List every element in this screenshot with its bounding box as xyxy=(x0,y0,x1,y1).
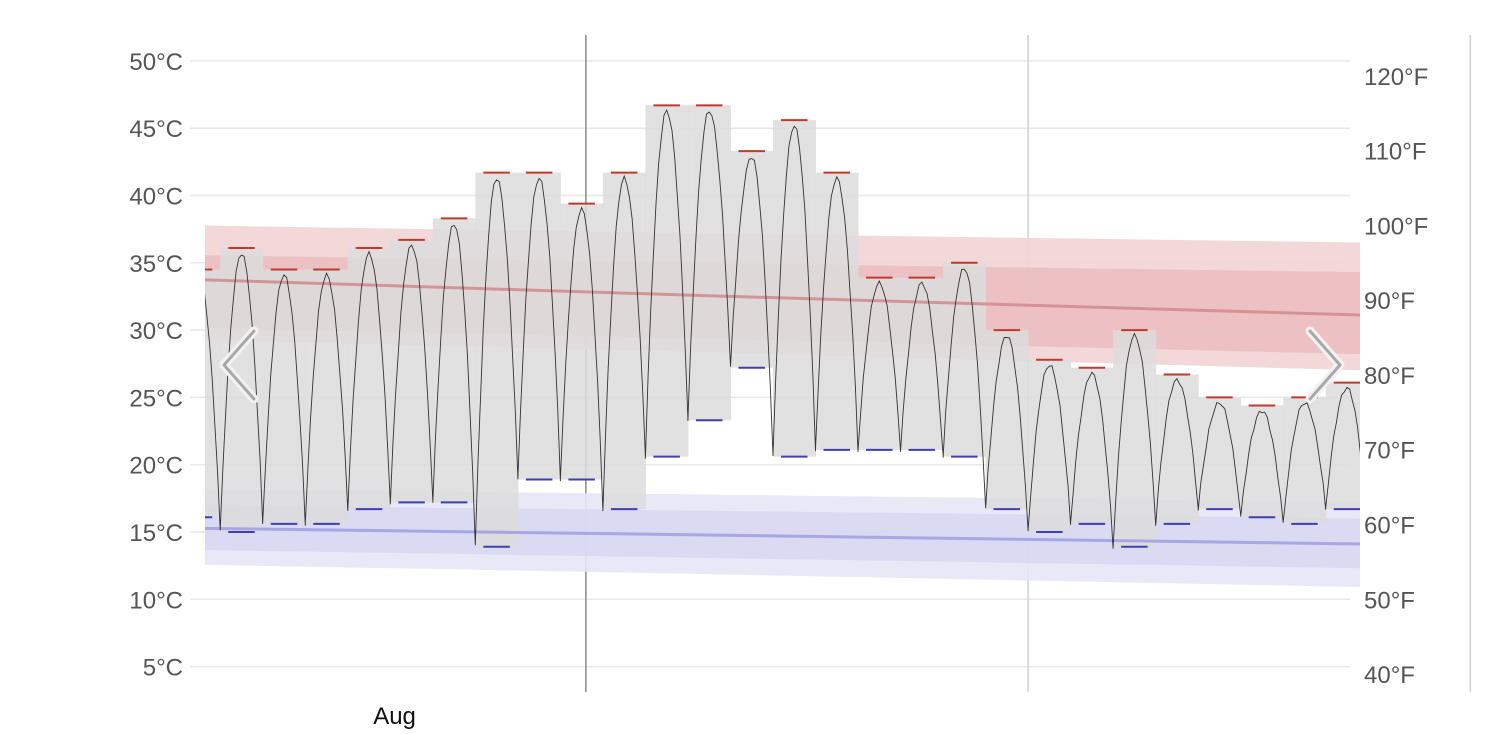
right-axis-tick-label: 40°F xyxy=(1364,662,1415,689)
right-axis-tick-label: 100°F xyxy=(1364,213,1428,240)
right-axis-tick-label: 50°F xyxy=(1364,587,1415,614)
daily-range-bar xyxy=(475,172,519,547)
left-axis-tick-label: 40°C xyxy=(129,184,183,211)
left-axis-tick-label: 20°C xyxy=(129,453,183,480)
daily-range-bar xyxy=(305,269,349,524)
normal-high-line xyxy=(205,278,1360,317)
daily-range-bar xyxy=(1411,300,1454,554)
left-axis-tick-label: 25°C xyxy=(129,385,183,412)
left-axis-tick-label: 10°C xyxy=(129,587,183,614)
right-axis-tick-label: 80°F xyxy=(1364,363,1415,390)
x-axis-tick-label: Aug xyxy=(373,703,416,730)
daily-range-bar xyxy=(1240,405,1284,518)
daily-range-bar xyxy=(1198,397,1242,510)
left-axis-tick-label: 5°C xyxy=(143,655,183,682)
right-axis-tick-label: 110°F xyxy=(1364,139,1427,166)
daily-range-bar xyxy=(1496,248,1506,532)
right-axis-tick-label: 70°F xyxy=(1364,438,1415,465)
left-axis-tick-label: 50°C xyxy=(129,49,183,76)
chevron-right-icon xyxy=(1305,326,1345,404)
temperature-trace xyxy=(205,108,1360,549)
daily-range-bar xyxy=(1325,382,1360,510)
daily-range-bar xyxy=(602,172,646,510)
right-axis-tick-label: 120°F xyxy=(1364,64,1428,91)
daily-range-bar xyxy=(560,203,604,480)
next-button[interactable] xyxy=(1302,325,1348,405)
left-axis-tick-label: 35°C xyxy=(129,251,183,278)
left-axis-tick-label: 15°C xyxy=(129,520,183,547)
normal-low-line xyxy=(205,526,1360,546)
daily-range-bar xyxy=(1453,248,1496,547)
right-axis-tick-label: 60°F xyxy=(1364,513,1415,540)
chevron-left-icon xyxy=(219,326,259,404)
previous-button[interactable] xyxy=(216,325,262,405)
right-axis-tick-label: 90°F xyxy=(1364,288,1415,315)
left-axis-tick-label: 45°C xyxy=(129,116,183,143)
left-axis-tick-label: 30°C xyxy=(129,318,183,345)
daily-range-bar xyxy=(205,269,221,518)
daily-range-bar xyxy=(645,105,689,457)
